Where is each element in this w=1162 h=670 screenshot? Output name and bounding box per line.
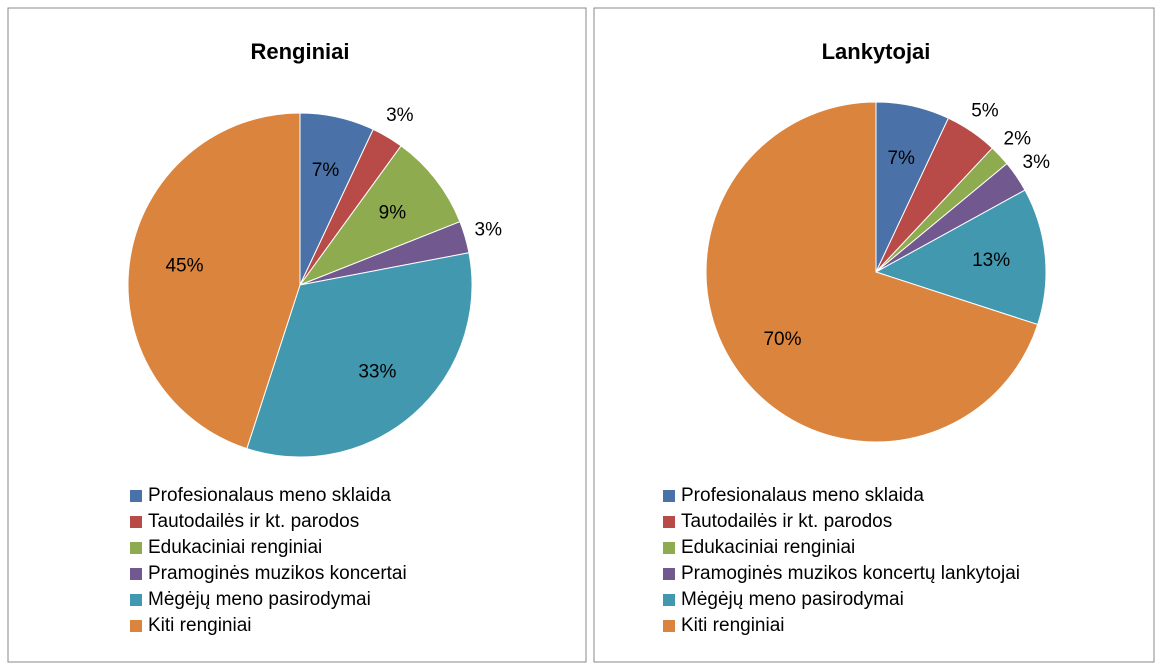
pie-slice (705, 101, 1039, 443)
legend-swatch (663, 516, 675, 528)
pie-slice (127, 112, 301, 450)
legend-swatch (663, 542, 675, 554)
chart-title: Renginiai (250, 39, 349, 64)
legend-swatch (663, 594, 675, 606)
legend-label: Mėgėjų meno pasirodymai (681, 589, 904, 610)
legend-swatch (663, 620, 675, 632)
legend-swatch (130, 594, 142, 606)
legend-label: Pramoginės muzikos koncertų lankytojai (681, 563, 1020, 584)
legend-swatch (663, 490, 675, 502)
data-label: 2% (1004, 128, 1032, 149)
data-label: 3% (1023, 152, 1051, 173)
legend-swatch (130, 490, 142, 502)
legend-label: Edukaciniai renginiai (148, 537, 322, 558)
pie-slice (874, 189, 1047, 326)
data-label: 7% (887, 148, 915, 169)
legend-swatch (130, 568, 142, 580)
data-label: 45% (165, 256, 203, 277)
data-label: 3% (475, 219, 503, 240)
legend-swatch (663, 568, 675, 580)
data-label: 5% (971, 101, 999, 122)
legend-label: Kiti renginiai (681, 615, 785, 636)
legend-label: Edukaciniai renginiai (681, 537, 855, 558)
pie-slice (298, 145, 461, 287)
legend-label: Profesionalaus meno sklaida (148, 485, 391, 506)
legend-label: Tautodailės ir kt. parodos (148, 511, 359, 532)
data-label: 3% (386, 105, 414, 126)
data-label: 33% (358, 362, 396, 383)
legend-swatch (130, 620, 142, 632)
legend-swatch (130, 516, 142, 528)
legend-label: Tautodailės ir kt. parodos (681, 511, 892, 532)
legend-label: Pramoginės muzikos koncertai (148, 563, 407, 584)
pie-slice (246, 252, 473, 458)
data-label: 9% (379, 202, 407, 223)
legend-label: Profesionalaus meno sklaida (681, 485, 924, 506)
legend-swatch (130, 542, 142, 554)
data-label: 70% (763, 329, 801, 350)
data-label: 13% (972, 250, 1010, 271)
legend-label: Kiti renginiai (148, 615, 252, 636)
chart-title: Lankytojai (822, 39, 931, 64)
legend-label: Mėgėjų meno pasirodymai (148, 589, 371, 610)
data-label: 7% (312, 160, 340, 181)
